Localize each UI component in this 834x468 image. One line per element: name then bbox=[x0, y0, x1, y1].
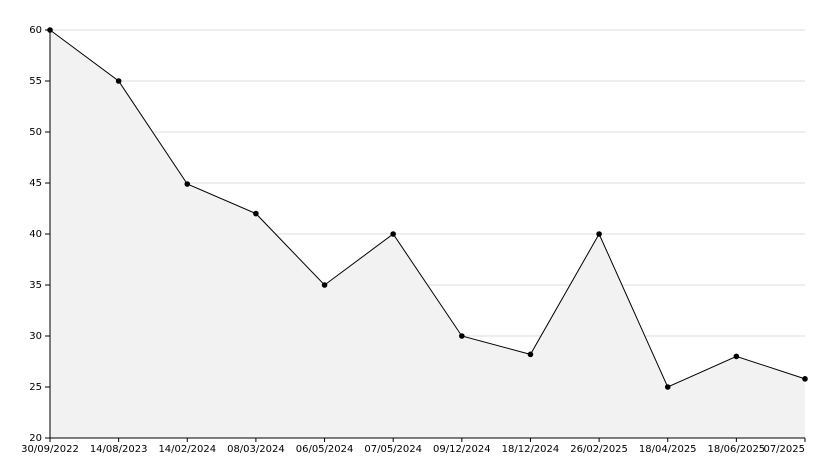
line bbox=[49, 29, 806, 388]
marker bbox=[459, 333, 465, 339]
marker bbox=[733, 353, 740, 360]
x-tick-label: 30/09/2022 bbox=[21, 444, 79, 455]
x-tick-label: 26/02/2025 bbox=[570, 444, 628, 455]
marker bbox=[390, 231, 396, 237]
area-fill bbox=[50, 30, 805, 438]
marker bbox=[115, 78, 122, 84]
marker bbox=[802, 376, 808, 382]
y-tick-label: 35 bbox=[29, 280, 42, 291]
x-tick-label: 14/08/2023 bbox=[90, 444, 148, 455]
marker bbox=[596, 231, 602, 237]
marker bbox=[253, 210, 259, 217]
x-tick-label: 08/03/2024 bbox=[227, 444, 285, 455]
y-tick-label: 50 bbox=[29, 127, 42, 138]
x-tick-label: 14/02/2024 bbox=[158, 444, 216, 455]
marker bbox=[321, 282, 328, 288]
x-tick-label: 18/04/2025 bbox=[639, 444, 697, 455]
y-tick-label: 40 bbox=[29, 229, 42, 240]
x-tick-label: 09/12/2024 bbox=[433, 444, 491, 455]
y-tick-label: 60 bbox=[29, 25, 42, 36]
x-tick-label: 07/2025 bbox=[763, 444, 805, 455]
x-tick-label: 07/05/2024 bbox=[364, 444, 422, 455]
marker bbox=[184, 181, 191, 187]
x-tick-label: 18/12/2024 bbox=[502, 444, 560, 455]
y-tick-label: 30 bbox=[29, 331, 42, 342]
marker bbox=[664, 384, 671, 390]
x-tick-label: 18/06/2025 bbox=[708, 444, 766, 455]
y-tick-label: 20 bbox=[29, 433, 42, 444]
y-tick-label: 45 bbox=[29, 178, 42, 189]
y-tick-label: 25 bbox=[29, 382, 42, 393]
x-tick-label: 06/05/2024 bbox=[296, 444, 354, 455]
y-tick-label: 55 bbox=[29, 76, 42, 87]
marker bbox=[527, 351, 534, 358]
